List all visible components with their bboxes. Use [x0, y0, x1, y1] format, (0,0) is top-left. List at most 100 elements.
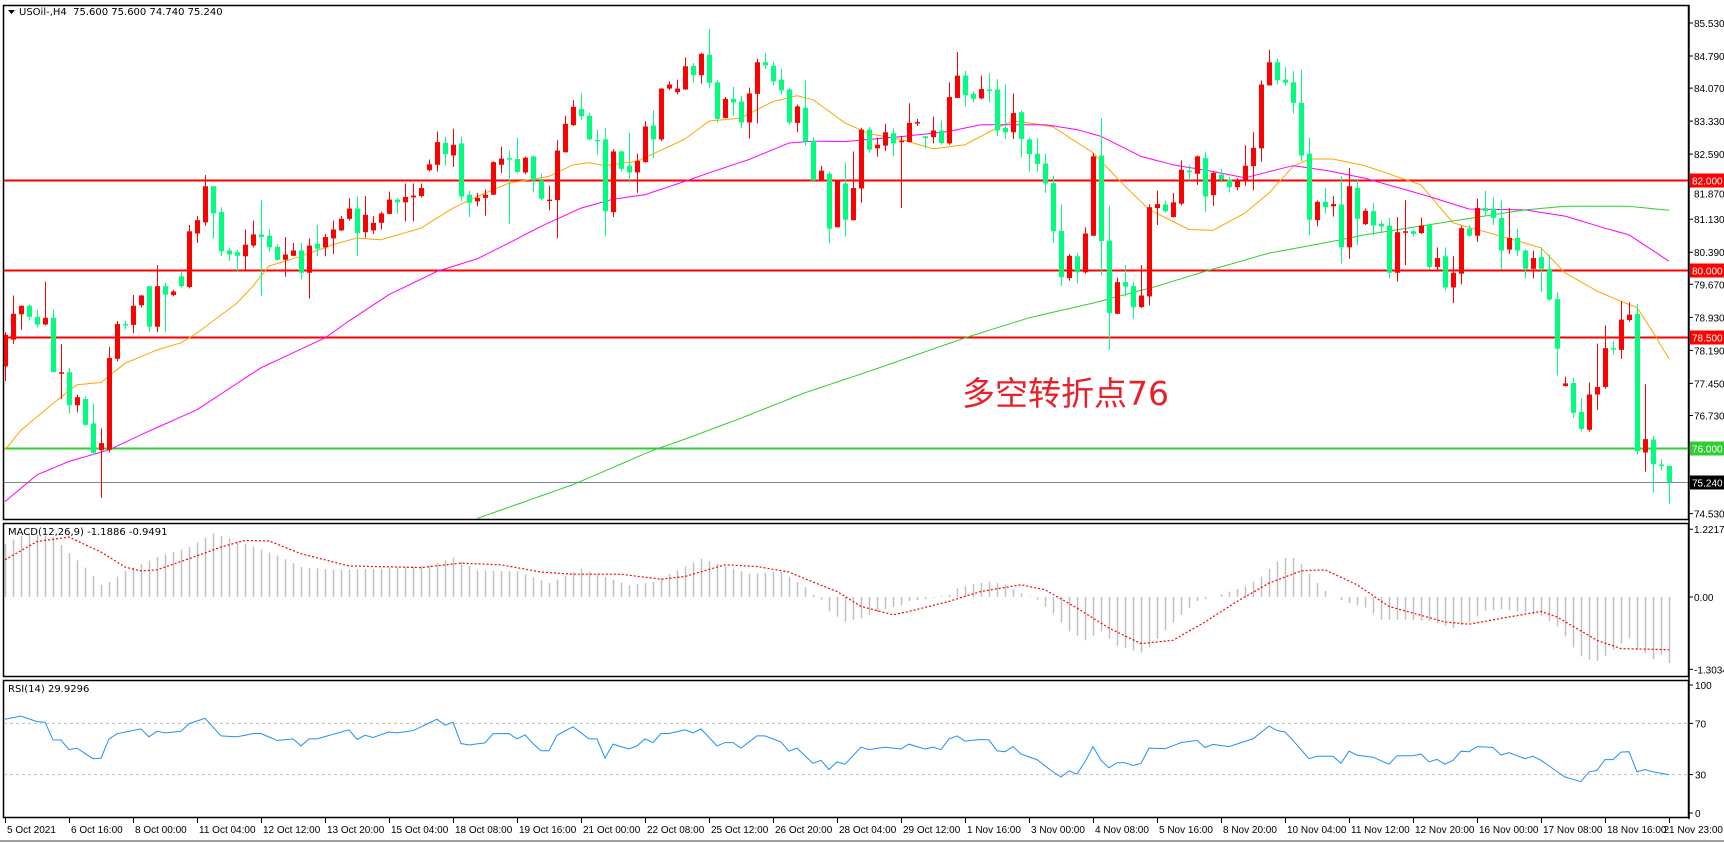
candle-body — [659, 88, 664, 140]
candle — [1147, 204, 1152, 306]
triangle-down-icon[interactable] — [8, 10, 15, 14]
candle — [947, 82, 952, 145]
candle-body — [1211, 172, 1216, 196]
candle — [171, 289, 176, 297]
candle — [667, 81, 672, 91]
candle — [1379, 220, 1384, 234]
candle — [131, 295, 136, 334]
candle — [1459, 225, 1464, 285]
candle — [1099, 117, 1104, 276]
candle-body — [179, 276, 184, 287]
candle — [1403, 200, 1408, 266]
candle — [27, 304, 32, 321]
candle-body — [1475, 208, 1480, 236]
rsi-panel[interactable] — [2, 679, 1690, 819]
candle — [691, 63, 696, 83]
candle — [1523, 249, 1528, 279]
candle-body — [883, 132, 888, 146]
candle-body — [1259, 84, 1264, 149]
candle-body — [947, 97, 952, 144]
candle-body — [1051, 183, 1056, 232]
candle-body — [979, 89, 984, 99]
level-label-box — [1690, 441, 1724, 456]
candle-body — [203, 186, 208, 223]
candle — [1643, 384, 1648, 472]
candle — [1123, 265, 1128, 297]
candle-body — [1123, 282, 1128, 287]
candle — [427, 159, 432, 172]
price-tick-label: 76.730 — [1694, 411, 1724, 422]
candle — [699, 52, 704, 84]
candle-body — [1131, 286, 1136, 308]
candle-body — [99, 443, 104, 451]
candle-body — [1035, 153, 1040, 164]
candle — [611, 149, 616, 218]
candle — [387, 191, 392, 215]
candle-body — [51, 317, 56, 373]
candle — [11, 295, 16, 345]
candle-body — [1363, 210, 1368, 225]
candle — [1083, 227, 1088, 274]
candle-body — [1387, 225, 1392, 273]
candle-body — [1459, 228, 1464, 274]
candle — [499, 146, 504, 174]
candle-body — [163, 286, 168, 295]
candle — [155, 265, 160, 333]
time-tick-label: 21 Nov 23:00 — [1664, 825, 1724, 836]
candle-body — [1539, 257, 1544, 269]
candle — [403, 183, 408, 222]
candle-body — [627, 165, 632, 173]
candle — [1611, 340, 1616, 355]
level-label-box — [1690, 263, 1724, 278]
candle-body — [1435, 258, 1440, 267]
candle — [651, 110, 656, 159]
candle-body — [891, 133, 896, 144]
candle-body — [1579, 411, 1584, 429]
candle-body — [379, 213, 384, 223]
candle — [91, 403, 96, 455]
candle-body — [1419, 225, 1424, 234]
candle-body — [1275, 62, 1280, 81]
rsi-tick-label: 30 — [1695, 771, 1707, 782]
candle — [19, 305, 24, 330]
candle — [851, 151, 856, 221]
time-tick-label: 13 Oct 20:00 — [327, 825, 385, 836]
candle — [1315, 200, 1320, 227]
candle-body — [1467, 228, 1472, 236]
candle-body — [1243, 165, 1248, 180]
main-price-panel[interactable] — [2, 4, 1690, 521]
macd-title: MACD(12,26,9) -1.1886 -0.9491 — [8, 527, 168, 538]
candle-body — [1179, 169, 1184, 204]
candle-body — [1587, 394, 1592, 430]
candle — [523, 156, 528, 175]
candle — [1619, 300, 1624, 359]
candle-body — [667, 84, 672, 89]
candle — [227, 247, 232, 261]
candle — [1203, 151, 1208, 213]
time-tick-label: 22 Oct 08:00 — [647, 825, 705, 836]
candle — [1131, 281, 1136, 319]
candle — [307, 238, 312, 299]
candle — [555, 140, 560, 239]
candle-body — [387, 199, 392, 214]
candle — [323, 233, 328, 257]
time-tick-label: 17 Nov 08:00 — [1543, 825, 1603, 836]
candle — [451, 128, 456, 168]
candle-body — [195, 220, 200, 234]
level-label: 82.000 — [1692, 177, 1723, 188]
candle — [1051, 175, 1056, 243]
candle — [1411, 229, 1416, 237]
candle-body — [603, 139, 608, 212]
candle — [1251, 132, 1256, 191]
candle — [635, 153, 640, 193]
rsi-title: RSI(14) 29.9296 — [8, 684, 89, 695]
candle-body — [27, 305, 32, 317]
candle-body — [331, 229, 336, 239]
candle — [491, 161, 496, 196]
candle-body — [1515, 237, 1520, 251]
candle — [659, 88, 664, 142]
candle-body — [355, 208, 360, 234]
macd-tick-label: 0.00 — [1694, 593, 1714, 604]
candle-body — [1443, 256, 1448, 288]
